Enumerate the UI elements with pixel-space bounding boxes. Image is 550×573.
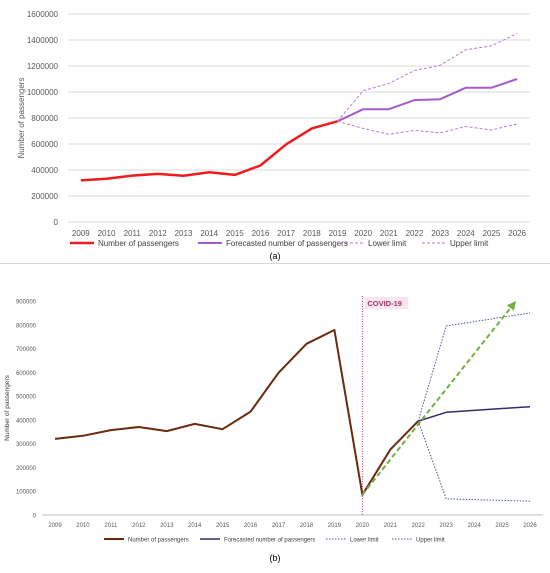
- series-line: [337, 33, 518, 122]
- series-line: [417, 312, 531, 422]
- x-tick-label: 2013: [175, 229, 193, 238]
- y-axis-label: Number of passengers: [4, 374, 11, 441]
- legend-label: Number of passengers: [128, 538, 189, 544]
- y-tick-label: 100000: [16, 490, 37, 496]
- series-line: [337, 78, 518, 123]
- legend-label: Number of passengers: [98, 239, 179, 248]
- series-line: [80, 120, 338, 182]
- x-tick-label: 2023: [431, 229, 449, 238]
- x-tick-label: 2015: [216, 523, 230, 529]
- x-tick-label: 2022: [406, 229, 424, 238]
- x-tick-label: 2026: [523, 523, 537, 529]
- x-tick-label: 2025: [483, 229, 501, 238]
- y-tick-label: 800000: [16, 323, 37, 329]
- x-tick-label: 2014: [188, 523, 202, 529]
- panel-a: 0 200000 400000 600000 800000 1000000 1200000 1…: [0, 0, 550, 263]
- x-tick-label: 2011: [104, 523, 118, 529]
- x-tick-label: 2010: [98, 229, 116, 238]
- y-tick-label: 600000: [31, 140, 58, 149]
- x-tick-label: 2019: [328, 523, 342, 529]
- covid-annotation: COVID-19: [367, 299, 402, 308]
- x-tick-label: 2018: [300, 523, 314, 529]
- x-tick-label: 2011: [124, 229, 142, 238]
- legend-label: Upper limit: [450, 239, 489, 248]
- covid-label-bg: [364, 297, 409, 309]
- y-axis-label: Number of passengers: [17, 78, 26, 159]
- panel-b: 0 100000 200000 300000 400000 500000 600000 700…: [0, 264, 550, 568]
- y-tick-label: 200000: [16, 466, 37, 472]
- y-tick-label: 1200000: [27, 62, 59, 71]
- x-tick-label: 2009: [48, 523, 62, 529]
- chart-b-svg: 0 100000 200000 300000 400000 500000 600000 700…: [4, 296, 543, 563]
- x-tick-label: 2012: [132, 523, 146, 529]
- x-tick-label: 2021: [384, 523, 398, 529]
- x-tick-label: 2020: [354, 229, 372, 238]
- y-tick-label: 800000: [31, 114, 58, 123]
- x-tick-label: 2013: [160, 523, 174, 529]
- x-tick-label: 2025: [495, 523, 509, 529]
- y-tick-label: 0: [54, 218, 59, 227]
- legend-label: Forecasted number of passengers: [224, 538, 315, 544]
- x-tick-label: 2026: [508, 229, 526, 238]
- x-tick-label: 2017: [277, 229, 295, 238]
- series-line: [417, 420, 531, 502]
- legend-label: Lower limit: [350, 538, 379, 544]
- x-tick-label: 2020: [356, 523, 370, 529]
- y-tick-label: 900000: [16, 300, 37, 306]
- panel-label-b: (b): [270, 553, 281, 563]
- x-tick-label: 2015: [226, 229, 244, 238]
- x-tick-label: 2024: [457, 229, 475, 238]
- x-tick-label: 2021: [380, 229, 398, 238]
- series-line: [417, 406, 531, 422]
- y-tick-label: 400000: [31, 166, 58, 175]
- x-tick-label: 2016: [244, 523, 258, 529]
- trend-arrow-head: [506, 301, 516, 311]
- x-tick-label: 2017: [272, 523, 286, 529]
- x-tick-label: 2016: [252, 229, 270, 238]
- series-line: [337, 120, 518, 135]
- y-tick-label: 700000: [16, 347, 37, 353]
- legend-label: Lower limit: [368, 239, 407, 248]
- panel-label-a: (a): [270, 251, 281, 261]
- series-line: [54, 329, 419, 496]
- y-tick-label: 1600000: [27, 10, 59, 19]
- y-tick-label: 400000: [16, 418, 37, 424]
- y-tick-label: 1000000: [27, 88, 59, 97]
- panel-divider: [0, 263, 550, 264]
- y-tick-label: 200000: [31, 192, 58, 201]
- x-tick-label: 2012: [149, 229, 167, 238]
- x-tick-label: 2010: [76, 523, 90, 529]
- y-tick-label: 1400000: [27, 36, 59, 45]
- y-tick-label: 300000: [16, 442, 37, 448]
- x-tick-label: 2022: [412, 523, 426, 529]
- x-tick-label: 2023: [439, 523, 453, 529]
- y-tick-label: 600000: [16, 371, 37, 377]
- trend-arrow-line: [361, 300, 517, 496]
- x-tick-label: 2018: [303, 229, 321, 238]
- legend-label: Forecasted number of passengers: [226, 239, 348, 248]
- x-tick-label: 2024: [467, 523, 481, 529]
- chart-a-svg: 0 200000 400000 600000 800000 1000000 1200000 1…: [17, 10, 530, 261]
- y-tick-label: 0: [33, 514, 37, 520]
- x-tick-label: 2019: [329, 229, 347, 238]
- legend-label: Upper limit: [416, 538, 445, 544]
- y-tick-label: 500000: [16, 395, 37, 401]
- x-tick-label: 2009: [72, 229, 90, 238]
- x-tick-label: 2014: [200, 229, 218, 238]
